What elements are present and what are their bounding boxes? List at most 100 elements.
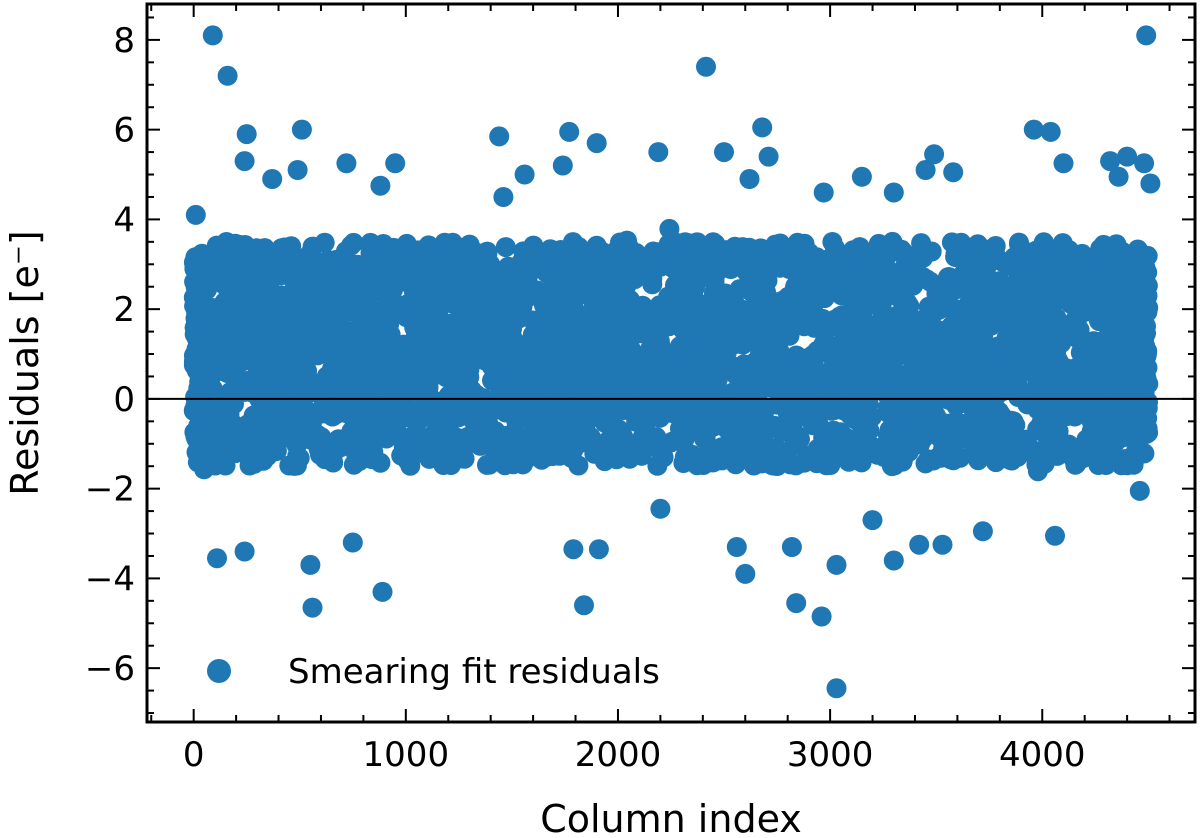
y-tick-label: −2 — [85, 470, 135, 510]
plot-frame — [145, 2, 1197, 724]
data-point — [338, 323, 359, 344]
data-point — [235, 272, 256, 293]
data-point — [747, 350, 768, 370]
data-point — [663, 239, 684, 260]
data-point — [189, 276, 210, 297]
scatter-points — [183, 25, 1161, 699]
data-point — [586, 235, 607, 256]
y-tick-label: −4 — [85, 559, 135, 599]
outlier-point — [650, 498, 671, 519]
data-point — [902, 311, 923, 332]
data-point — [624, 269, 645, 290]
data-point — [776, 303, 796, 324]
data-point — [718, 439, 738, 460]
data-point — [1066, 318, 1087, 339]
data-point — [799, 358, 820, 379]
data-point — [479, 286, 500, 306]
data-point — [946, 245, 967, 266]
data-point — [476, 423, 496, 444]
data-point — [1135, 405, 1156, 426]
data-point — [984, 429, 1005, 450]
data-point — [678, 337, 699, 358]
data-point — [590, 330, 611, 351]
outlier-point — [574, 595, 594, 616]
data-point — [507, 305, 528, 326]
data-point — [401, 399, 422, 420]
data-point — [605, 264, 625, 285]
outlier-point — [291, 119, 312, 140]
data-point — [911, 233, 932, 254]
data-point — [499, 343, 520, 364]
x-tick-label: 0 — [183, 735, 205, 775]
x-axis-label: Column index — [540, 797, 802, 838]
data-point — [374, 304, 395, 325]
data-point — [682, 444, 702, 465]
data-point — [220, 382, 241, 403]
data-point — [194, 459, 215, 480]
data-point — [1088, 455, 1109, 475]
data-point — [1042, 244, 1063, 265]
data-point — [617, 355, 638, 376]
data-point — [931, 326, 952, 347]
data-point — [448, 407, 469, 428]
data-point — [773, 324, 794, 345]
data-point — [928, 300, 949, 320]
outlier-point — [943, 162, 964, 183]
data-point — [873, 261, 894, 282]
outlier-point — [262, 169, 283, 189]
data-point — [862, 320, 883, 341]
data-point — [891, 239, 912, 260]
y-tick-label: 6 — [113, 111, 135, 151]
outlier-point — [915, 160, 936, 180]
data-point — [375, 272, 396, 293]
data-point — [1112, 241, 1133, 262]
data-point — [808, 267, 829, 288]
data-point — [306, 252, 327, 272]
data-point — [359, 314, 380, 335]
data-point — [852, 280, 873, 301]
outlier-point — [752, 117, 773, 138]
data-point — [1003, 411, 1024, 432]
outlier-point — [559, 121, 580, 142]
data-point — [1046, 404, 1067, 425]
data-point — [376, 415, 397, 435]
data-point — [376, 287, 397, 308]
outlier-point — [514, 164, 535, 185]
data-point — [722, 382, 743, 403]
data-point — [418, 235, 439, 256]
data-point — [962, 397, 983, 418]
data-point — [425, 358, 446, 379]
data-point — [1100, 431, 1120, 452]
x-tick-labels: 0 1000 2000 3000 4000 — [183, 735, 1086, 775]
data-point — [434, 232, 455, 253]
data-point — [1133, 390, 1154, 411]
data-point — [487, 326, 508, 347]
outlier-point — [851, 166, 872, 187]
data-point — [612, 390, 633, 410]
data-point — [617, 230, 637, 251]
data-point — [271, 285, 292, 306]
data-point — [568, 455, 589, 476]
outlier-point — [1100, 151, 1121, 172]
data-point — [611, 430, 631, 451]
data-point — [679, 304, 700, 325]
data-point — [270, 254, 291, 275]
data-point — [1019, 437, 1040, 457]
outlier-point — [648, 142, 669, 163]
data-point — [499, 362, 520, 383]
data-point — [981, 361, 1002, 381]
data-point — [816, 455, 837, 476]
data-point — [707, 282, 728, 302]
data-point — [391, 445, 412, 466]
data-point — [775, 362, 796, 383]
outlier-point — [786, 593, 807, 614]
outlier-point — [336, 153, 357, 174]
data-point — [857, 380, 878, 401]
outlier-point — [758, 146, 779, 167]
data-point — [684, 378, 705, 399]
data-point — [282, 396, 303, 417]
data-point — [799, 247, 820, 268]
data-point — [1046, 307, 1067, 328]
data-point — [557, 273, 578, 294]
outlier-point — [236, 124, 257, 145]
